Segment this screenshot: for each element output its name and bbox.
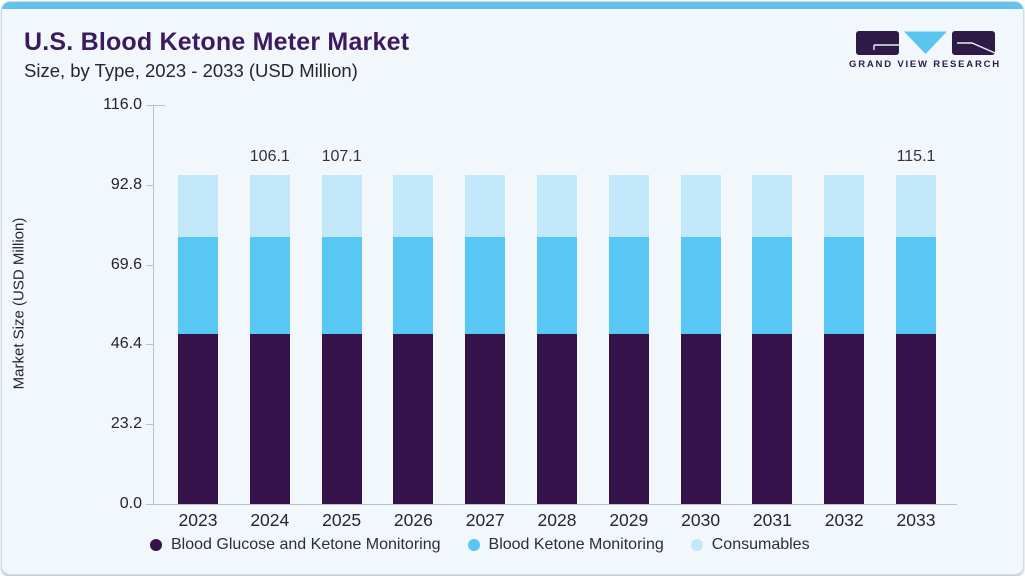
y-tick-mark xyxy=(146,184,153,186)
bar-segment xyxy=(752,174,793,237)
bar-segment xyxy=(178,174,218,237)
bar-segment xyxy=(680,174,721,237)
logo-g-block xyxy=(855,31,899,55)
x-tick-label: 2028 xyxy=(537,510,577,530)
y-tick-mark xyxy=(146,105,153,106)
bar-segment xyxy=(896,334,936,504)
page-title: U.S. Blood Ketone Meter Market xyxy=(24,28,410,56)
bar-segment xyxy=(896,236,936,335)
stacked-bar-2031 xyxy=(752,174,793,504)
stacked-bar-2026 xyxy=(393,174,434,504)
x-tick-label: 2033 xyxy=(896,510,936,530)
bar-segment xyxy=(249,174,290,237)
stacked-bar-2029 xyxy=(608,174,649,504)
logo-wordmark: GRAND VIEW RESEARCH xyxy=(849,59,1001,70)
x-tick-label: 2026 xyxy=(393,510,433,530)
stacked-bar-2024 xyxy=(249,174,290,504)
bar-segment xyxy=(465,174,506,237)
bar-segment xyxy=(393,334,434,504)
bar-segment xyxy=(249,334,290,504)
bar-segment xyxy=(321,334,362,504)
stacked-bar-2025 xyxy=(321,174,362,504)
bar-segment xyxy=(249,236,290,335)
bar-segment xyxy=(824,236,865,335)
bar-segment xyxy=(321,236,362,335)
bar-total-label: 115.1 xyxy=(896,148,936,166)
x-tick-label: 2023 xyxy=(178,510,218,530)
legend-label: Blood Glucose and Ketone Monitoring xyxy=(171,536,441,553)
bar-segment xyxy=(465,334,506,504)
bar-segment xyxy=(393,174,434,237)
y-tick-label: 0.0 xyxy=(119,495,142,512)
axis-top-tick xyxy=(154,105,165,106)
bar-segment xyxy=(896,174,936,237)
bar-segment xyxy=(680,236,721,335)
bar-segment xyxy=(824,174,865,237)
logo-v-triangle xyxy=(903,31,947,54)
gvr-logo-mark xyxy=(855,31,995,55)
legend-item: Consumables xyxy=(690,536,810,554)
grand-view-research-logo: GRAND VIEW RESEARCH xyxy=(849,31,1001,70)
legend-item: Blood Ketone Monitoring xyxy=(467,536,664,554)
logo-g-detail xyxy=(872,44,899,50)
bar-segment xyxy=(608,334,649,504)
bar-segment xyxy=(178,334,218,504)
y-tick-mark xyxy=(146,344,153,346)
y-tick-label: 23.2 xyxy=(110,415,142,433)
logo-r-detail xyxy=(956,42,995,54)
stacked-bar-2023 xyxy=(178,174,218,504)
legend-item: Blood Glucose and Ketone Monitoring xyxy=(150,536,441,554)
plot-area: 0.0 23.2 46.4 69.6 92.8 116.0 2023 106.1 2024 107… xyxy=(103,96,957,530)
x-tick-label: 2025 xyxy=(322,510,362,530)
bar-total-label: 106.1 xyxy=(249,148,290,166)
legend-swatch xyxy=(690,539,703,551)
y-axis-title: Market Size (USD Million) xyxy=(10,217,28,390)
page-subtitle: Size, by Type, 2023 - 2033 (USD Million) xyxy=(24,60,358,81)
bar-segment xyxy=(393,236,434,335)
y-tick-label: 116.0 xyxy=(103,96,142,113)
bar-segment xyxy=(824,334,865,504)
x-tick-label: 2027 xyxy=(465,510,505,530)
x-tick-label: 2030 xyxy=(681,510,721,530)
stacked-bar-2030 xyxy=(680,174,721,504)
bar-segment xyxy=(537,334,577,504)
y-tick-mark xyxy=(146,504,153,505)
x-tick-label: 2031 xyxy=(752,510,792,530)
x-tick-label: 2029 xyxy=(609,510,649,530)
y-tick-label: 46.4 xyxy=(110,335,142,353)
bar-total-label: 107.1 xyxy=(321,148,362,166)
x-tick-label: 2024 xyxy=(250,510,290,530)
bar-segment xyxy=(178,236,218,335)
bar-segment xyxy=(608,174,649,237)
legend-label: Blood Ketone Monitoring xyxy=(488,536,664,553)
stacked-bar-2028 xyxy=(537,174,577,504)
legend-label: Consumables xyxy=(711,536,810,553)
y-tick-mark xyxy=(146,264,153,266)
bar-segment xyxy=(752,236,793,335)
bar-segment xyxy=(680,334,721,504)
bar-segment xyxy=(321,174,362,237)
y-tick-mark xyxy=(146,424,153,426)
accent-top-bar xyxy=(2,2,1023,9)
x-tick-label: 2032 xyxy=(824,510,864,530)
y-tick-label: 92.8 xyxy=(110,175,142,193)
legend-swatch xyxy=(467,539,480,551)
legend-swatch xyxy=(150,539,162,551)
stacked-bar-2027 xyxy=(465,174,506,504)
bar-segment xyxy=(608,236,649,335)
stacked-bar-2032 xyxy=(824,174,865,504)
legend: Blood Glucose and Ketone Monitoring Blood… xyxy=(150,536,810,554)
bar-segment xyxy=(537,236,577,335)
bar-segment xyxy=(537,174,577,237)
bar-segment xyxy=(752,334,793,504)
bar-segment xyxy=(465,236,506,335)
y-tick-label: 69.6 xyxy=(110,255,142,273)
stacked-bar-2033 xyxy=(896,174,936,504)
